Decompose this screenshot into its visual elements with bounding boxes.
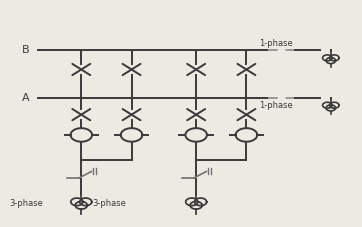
Text: 1-phase: 1-phase xyxy=(258,101,292,110)
Text: 1-phase: 1-phase xyxy=(258,39,292,48)
Text: B: B xyxy=(22,45,29,55)
Text: 3-phase: 3-phase xyxy=(92,199,126,208)
Text: 3-phase: 3-phase xyxy=(10,199,43,208)
Text: A: A xyxy=(22,93,29,103)
